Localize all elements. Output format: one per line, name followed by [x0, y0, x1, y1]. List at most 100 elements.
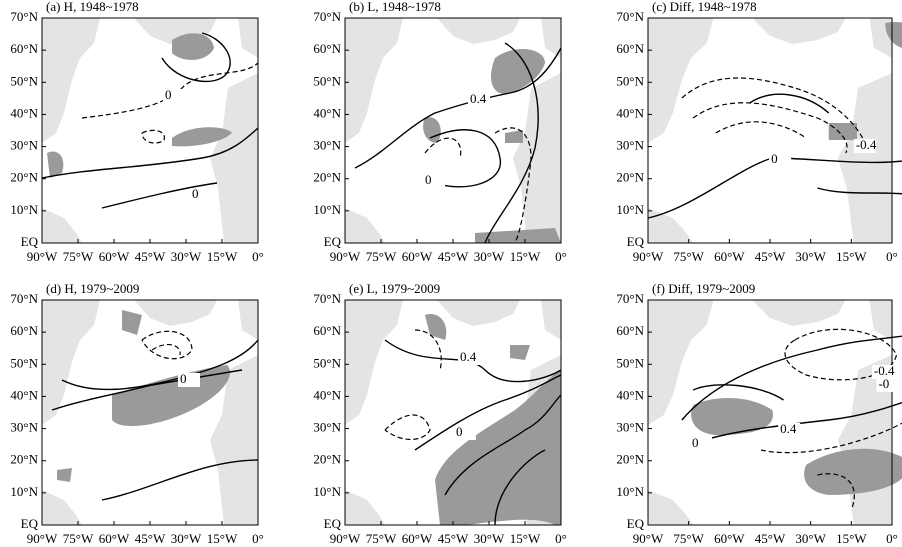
contour-label: 0 — [692, 435, 699, 450]
x-tick-label: 15°W — [207, 531, 238, 546]
y-tick-label: 60°N — [616, 323, 644, 338]
y-tick-label: 60°N — [313, 323, 341, 338]
significant-area — [423, 117, 441, 143]
x-tick-label: 90°W — [27, 249, 58, 264]
label-bg — [778, 423, 801, 437]
contour-dashed — [385, 415, 430, 439]
y-tick-label: 40°N — [10, 105, 38, 120]
x-tick-label: 90°W — [633, 249, 664, 264]
land — [345, 300, 403, 425]
y-tick-label: 40°N — [10, 387, 38, 402]
map — [345, 18, 561, 243]
y-tick-label: 10°N — [10, 484, 38, 499]
contour-solid — [102, 460, 258, 500]
x-tick-label: 60°W — [714, 531, 745, 546]
map — [345, 300, 561, 525]
land — [345, 18, 403, 143]
y-tick-label: EQ — [324, 234, 342, 249]
x-tick-label: 15°W — [836, 531, 867, 546]
label-bg — [468, 93, 490, 107]
land — [751, 18, 846, 44]
label-bg — [190, 188, 212, 202]
significant-area — [804, 448, 902, 495]
y-tick-label: 20°N — [616, 170, 644, 185]
significant-area — [172, 127, 232, 147]
contour-solid — [430, 130, 500, 187]
panel-title: (e) L, 1979~2009 — [349, 281, 440, 296]
label-bg — [876, 378, 899, 392]
y-tick-label: EQ — [627, 516, 645, 531]
contour-solid — [42, 128, 258, 178]
land — [541, 300, 561, 340]
y-tick-label: 50°N — [616, 355, 644, 370]
y-tick-label: 20°N — [10, 170, 38, 185]
y-tick-label: 60°N — [313, 41, 341, 56]
y-tick-label: EQ — [627, 234, 645, 249]
contour-solid — [445, 395, 561, 495]
land — [751, 300, 846, 326]
x-tick-label: 0° — [252, 249, 264, 264]
significant-area — [112, 365, 231, 427]
contour-label: 0.4 — [470, 91, 487, 106]
y-tick-label: 10°N — [10, 202, 38, 217]
x-tick-label: 0° — [555, 531, 567, 546]
y-tick-label: EQ — [21, 516, 39, 531]
contour-dashed — [142, 130, 164, 143]
y-tick-label: 30°N — [616, 420, 644, 435]
x-tick-label: 15°W — [836, 249, 867, 264]
label-bg — [871, 365, 894, 379]
y-tick-label: 50°N — [10, 73, 38, 88]
contour-solid — [62, 340, 258, 389]
label-bg — [163, 89, 185, 103]
x-tick-label: 30°W — [795, 531, 826, 546]
x-tick-label: 30°W — [171, 249, 202, 264]
map — [648, 300, 902, 525]
land — [210, 355, 258, 525]
x-tick-label: 75°W — [673, 249, 704, 264]
land — [648, 490, 694, 525]
y-tick-label: 50°N — [313, 355, 341, 370]
contour-solid — [704, 395, 902, 440]
significant-area — [885, 22, 902, 48]
contour-label: -0.4 — [874, 363, 895, 378]
contour-label: 0 — [771, 151, 778, 166]
y-tick-label: 70°N — [313, 291, 341, 306]
label-bg — [458, 351, 480, 365]
contour-dashed — [761, 420, 902, 453]
land — [648, 208, 694, 243]
contour-solid — [485, 43, 538, 243]
x-tick-label: 90°W — [27, 531, 58, 546]
contour-dashed — [415, 330, 441, 370]
significant-area — [828, 123, 857, 140]
x-tick-label: 45°W — [438, 249, 469, 264]
contour-dashed — [693, 103, 847, 153]
x-tick-label: 60°W — [714, 249, 745, 264]
contour-label: 0 — [425, 172, 432, 187]
x-tick-label: 30°W — [474, 249, 505, 264]
x-tick-label: 30°W — [171, 531, 202, 546]
land — [437, 300, 520, 326]
contour-dashed — [682, 78, 863, 138]
label-bg — [454, 426, 476, 440]
x-tick-label: 0° — [555, 249, 567, 264]
x-tick-label: 0° — [886, 531, 898, 546]
panel: 0 -0.4 (c) Diff, 1948~1978 70°N 60°N 50°N 40°N… — [616, 0, 902, 264]
panel: 0 0 (a) H, 1948~1978 70°N 60°N 50°N 40°N 30°N 20… — [10, 0, 263, 264]
panel: 0.4 0 (b) L, 1948~1978 70°N 60°N 50°N 40°N 30°N… — [313, 0, 566, 264]
y-tick-label: 60°N — [616, 41, 644, 56]
x-tick-label: 0° — [252, 531, 264, 546]
label-bg — [423, 174, 445, 188]
y-tick-label: 20°N — [313, 170, 341, 185]
contour-dashed — [82, 63, 258, 118]
y-tick-label: 70°N — [616, 291, 644, 306]
x-tick-label: 0° — [886, 249, 898, 264]
y-tick-label: 30°N — [616, 138, 644, 153]
label-bg — [690, 437, 713, 451]
y-tick-label: 20°N — [313, 452, 341, 467]
significant-area — [172, 33, 214, 60]
x-tick-label: 60°W — [99, 249, 130, 264]
land — [648, 300, 714, 425]
x-tick-label: 90°W — [633, 531, 664, 546]
contour-solid — [102, 183, 217, 208]
y-tick-label: 10°N — [616, 202, 644, 217]
